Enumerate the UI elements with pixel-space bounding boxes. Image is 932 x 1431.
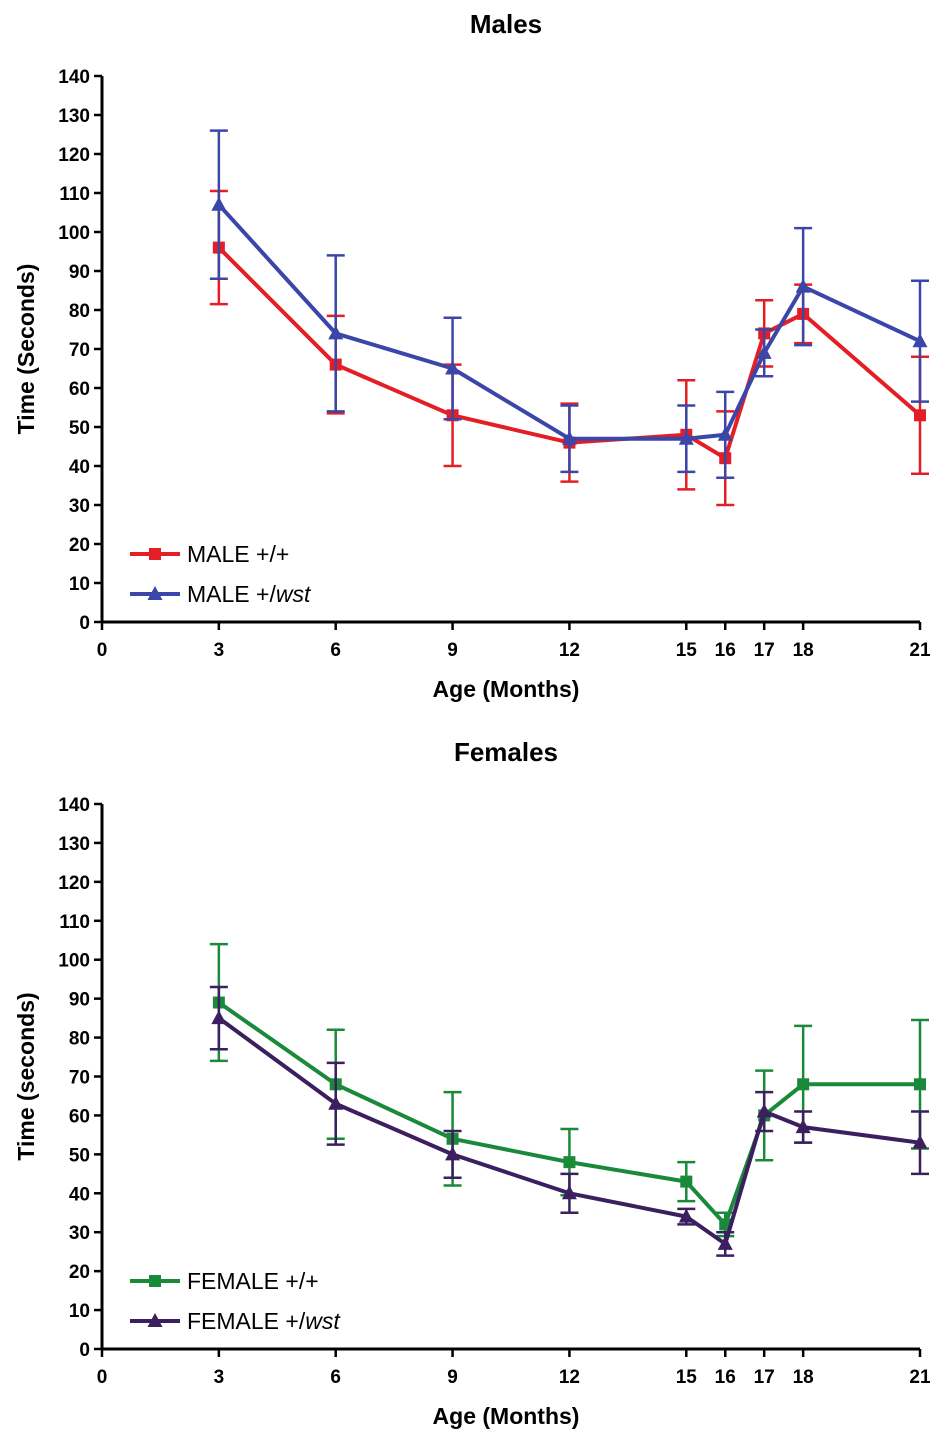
data-point: [561, 430, 577, 445]
data-point: [797, 1078, 810, 1091]
x-tick-label: 16: [715, 640, 736, 661]
data-point: [717, 426, 733, 441]
data-point: [561, 1185, 577, 1200]
data-point: [914, 409, 926, 422]
x-tick-label: 12: [559, 640, 580, 661]
y-tick-label: 20: [69, 535, 90, 556]
x-tick-label: 18: [793, 1367, 814, 1388]
y-tick-label: 90: [69, 262, 90, 283]
chart-title: Females: [454, 737, 558, 767]
legend-label-part: wst: [305, 1308, 341, 1334]
legend-marker: [149, 1275, 161, 1287]
x-tick-label: 3: [214, 640, 225, 661]
chart-title: Males: [470, 9, 542, 39]
y-tick-label: 140: [58, 67, 90, 88]
y-tick-label: 40: [69, 1184, 90, 1205]
legend-marker: [147, 1313, 163, 1327]
y-tick-label: 80: [69, 301, 90, 322]
x-tick-label: 9: [447, 1367, 458, 1388]
y-tick-label: 140: [58, 795, 90, 816]
y-tick-label: 60: [69, 379, 90, 400]
data-point: [328, 1095, 344, 1110]
legend-marker: [147, 586, 163, 600]
y-tick-label: 100: [58, 223, 90, 244]
y-tick-label: 60: [69, 1106, 90, 1127]
data-point: [678, 430, 694, 445]
legend-label-part: wst: [276, 581, 312, 607]
y-tick-label: 100: [58, 951, 90, 972]
y-axis-label: Time (seconds): [13, 992, 39, 1160]
x-axis-label: Age (Months): [433, 676, 580, 702]
y-tick-label: 50: [69, 1145, 90, 1166]
legend-label-part: FEMALE +/+: [187, 1268, 319, 1294]
data-point: [445, 360, 461, 375]
data-point: [912, 333, 928, 348]
data-point: [795, 278, 811, 293]
x-tick-label: 6: [330, 640, 341, 661]
data-point: [795, 1119, 811, 1134]
series-1: [209, 129, 929, 479]
data-point: [445, 1146, 461, 1161]
y-axis-label: Time (Seconds): [13, 264, 39, 435]
legend-label: MALE +/+: [187, 541, 289, 567]
data-point: [328, 325, 344, 340]
y-tick-label: 30: [69, 496, 90, 517]
x-tick-label: 9: [447, 640, 458, 661]
y-tick-label: 90: [69, 990, 90, 1011]
data-point: [211, 196, 227, 211]
data-point: [211, 1010, 227, 1025]
y-tick-label: 70: [69, 340, 90, 361]
x-tick-label: 0: [97, 640, 108, 661]
x-tick-label: 21: [909, 1367, 931, 1388]
y-tick-label: 120: [58, 873, 90, 894]
legend-label: FEMALE +/+: [187, 1268, 319, 1294]
data-point: [717, 1235, 733, 1250]
y-tick-label: 30: [69, 1223, 90, 1244]
x-tick-label: 0: [97, 1367, 108, 1388]
legend-label: FEMALE +/wst: [187, 1308, 341, 1334]
y-tick-label: 120: [58, 145, 90, 166]
y-tick-label: 0: [79, 1340, 90, 1361]
males-chart: Males 0 10 20 30 40 50 60 70 80 90 100 110 120 130 140 0…: [13, 9, 931, 702]
x-tick-label: 16: [715, 1367, 736, 1388]
y-tick-label: 50: [69, 418, 90, 439]
legend-label-part: FEMALE +/: [187, 1308, 306, 1334]
legend-marker: [149, 548, 161, 560]
data-point: [912, 1134, 928, 1149]
y-tick-label: 110: [59, 912, 90, 933]
data-point: [756, 344, 772, 359]
x-tick-label: 21: [909, 640, 931, 661]
legend-label: MALE +/wst: [187, 581, 312, 607]
x-tick-label: 15: [676, 640, 698, 661]
data-point: [678, 1208, 694, 1223]
x-axis-label: Age (Months): [433, 1403, 580, 1429]
y-tick-label: 130: [58, 106, 90, 127]
y-tick-label: 20: [69, 1262, 90, 1283]
y-tick-label: 130: [58, 834, 90, 855]
x-tick-label: 17: [754, 1367, 775, 1388]
data-point: [563, 1156, 576, 1169]
data-point: [680, 1175, 693, 1188]
data-point: [756, 1103, 772, 1118]
x-tick-label: 12: [559, 1367, 580, 1388]
legend-label-part: MALE +/: [187, 581, 276, 607]
y-tick-label: 80: [69, 1029, 90, 1050]
series-0: [209, 942, 929, 1238]
y-tick-label: 40: [69, 457, 90, 478]
y-tick-label: 70: [69, 1068, 90, 1089]
y-tick-label: 0: [79, 613, 90, 634]
x-tick-label: 3: [214, 1367, 225, 1388]
x-tick-label: 18: [793, 640, 814, 661]
series-1: [209, 985, 929, 1257]
y-tick-label: 10: [69, 574, 90, 595]
x-tick-label: 15: [676, 1367, 698, 1388]
legend-label-part: MALE +/+: [187, 541, 289, 567]
data-point: [914, 1078, 926, 1091]
x-tick-label: 6: [330, 1367, 341, 1388]
females-chart: Females010203040506070809010011012013014…: [13, 737, 931, 1429]
x-tick-label: 17: [754, 640, 775, 661]
y-tick-label: 10: [69, 1301, 90, 1322]
y-tick-label: 110: [59, 184, 90, 205]
